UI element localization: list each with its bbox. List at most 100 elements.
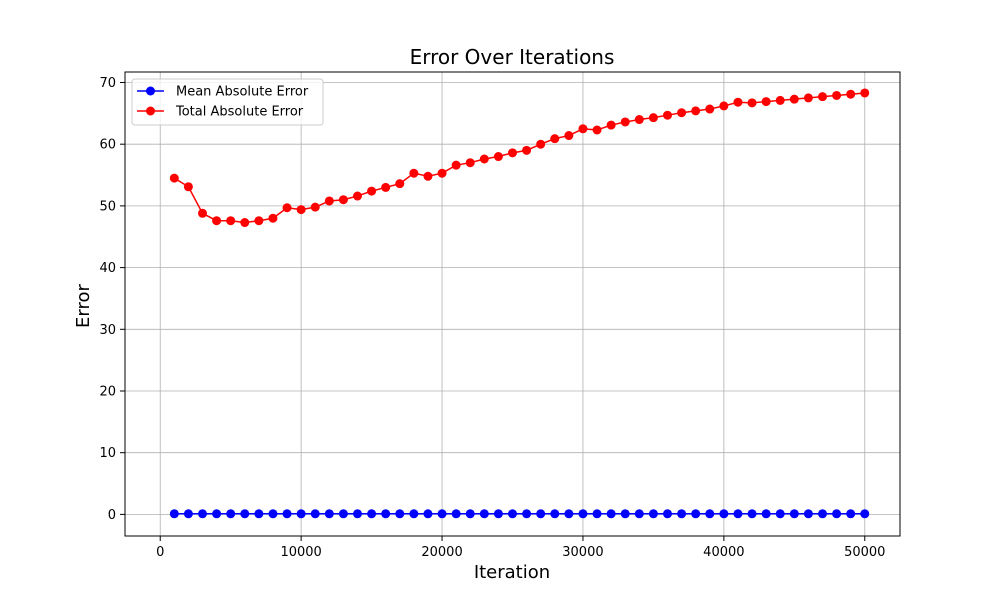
data-point <box>733 97 743 107</box>
data-point <box>437 168 447 178</box>
data-point <box>282 203 292 213</box>
data-point <box>254 509 264 519</box>
data-point <box>705 104 715 114</box>
data-point <box>620 117 630 127</box>
y-tick-label: 60 <box>99 138 116 153</box>
data-point <box>789 94 799 104</box>
data-point <box>353 191 362 201</box>
data-point <box>367 186 377 196</box>
data-point <box>832 509 842 519</box>
data-point <box>705 509 715 519</box>
data-point <box>592 509 602 519</box>
data-point <box>818 92 827 102</box>
data-point <box>310 509 320 519</box>
data-point <box>338 195 348 205</box>
x-tick-label: 40000 <box>703 545 744 560</box>
data-point <box>846 509 856 519</box>
data-point <box>803 509 813 519</box>
data-point <box>451 509 461 519</box>
x-tick-label: 0 <box>156 545 164 560</box>
data-point <box>169 509 179 519</box>
data-point <box>677 108 687 118</box>
y-tick-label: 30 <box>99 323 116 338</box>
data-point <box>564 131 574 141</box>
data-point <box>409 509 419 519</box>
x-tick-label: 20000 <box>421 545 462 560</box>
data-point <box>240 509 250 519</box>
data-point <box>550 509 560 519</box>
data-point <box>423 509 433 519</box>
data-point <box>832 90 842 100</box>
data-point <box>747 509 757 519</box>
data-point <box>324 509 334 519</box>
data-point <box>522 145 532 155</box>
axis-ticks: 0 10000 20000 30000 40000 50000 0 10 20 30 40 50 60 7… <box>99 76 885 560</box>
data-point <box>183 182 193 192</box>
data-point <box>564 509 574 519</box>
data-point <box>775 509 785 519</box>
y-tick-label: 40 <box>99 261 116 276</box>
data-point <box>536 139 546 149</box>
data-point <box>381 509 391 519</box>
data-point <box>691 106 701 116</box>
chart-title: Error Over Iterations <box>410 45 615 69</box>
data-point <box>437 509 447 519</box>
data-point <box>634 115 644 125</box>
data-point <box>367 509 377 519</box>
legend-item: Mean Absolute Error <box>137 85 309 100</box>
y-tick-label: 70 <box>99 76 116 91</box>
data-point <box>606 509 616 519</box>
data-point <box>522 509 532 519</box>
legend: Mean Absolute Error Total Absolute Error <box>131 78 324 126</box>
data-point <box>240 218 250 228</box>
data-point <box>198 509 207 519</box>
x-tick-label: 50000 <box>844 545 885 560</box>
data-point <box>578 124 588 134</box>
data-point <box>493 152 503 162</box>
data-point <box>846 89 856 99</box>
data-point <box>747 98 757 108</box>
data-point <box>691 509 701 519</box>
x-tick-label: 10000 <box>280 545 321 560</box>
data-point <box>324 196 334 206</box>
x-axis-label: Iteration <box>474 562 550 583</box>
data-point <box>212 509 222 519</box>
data-point <box>226 216 236 226</box>
data-point <box>648 509 658 519</box>
data-point <box>592 125 602 135</box>
plot-frame <box>124 71 901 537</box>
data-point <box>493 509 503 519</box>
data-point <box>310 202 320 212</box>
data-point <box>395 509 405 519</box>
series-total-absolute-error <box>169 88 870 228</box>
data-point <box>803 93 813 103</box>
data-point <box>677 509 687 519</box>
legend-swatch-marker <box>146 86 155 96</box>
y-tick-label: 10 <box>99 446 116 461</box>
data-point <box>381 182 391 192</box>
data-point <box>648 113 658 123</box>
data-point <box>578 509 588 519</box>
legend-label: Total Absolute Error <box>175 105 304 120</box>
data-point <box>508 509 517 519</box>
data-point <box>508 148 517 158</box>
data-point <box>634 509 644 519</box>
series-mean-absolute-error <box>169 509 870 519</box>
data-point <box>479 154 489 164</box>
data-point <box>353 509 362 519</box>
data-point <box>198 208 207 218</box>
data-point <box>606 120 616 130</box>
legend-swatch-marker <box>146 106 155 116</box>
data-point <box>620 509 630 519</box>
y-tick-label: 0 <box>108 508 116 523</box>
data-point <box>663 110 672 120</box>
data-point <box>395 179 405 189</box>
data-point <box>296 509 306 519</box>
data-point <box>536 509 546 519</box>
data-point <box>663 509 672 519</box>
legend-label: Mean Absolute Error <box>176 85 309 100</box>
data-point <box>183 509 193 519</box>
data-point <box>409 168 419 178</box>
data-point <box>451 160 461 170</box>
